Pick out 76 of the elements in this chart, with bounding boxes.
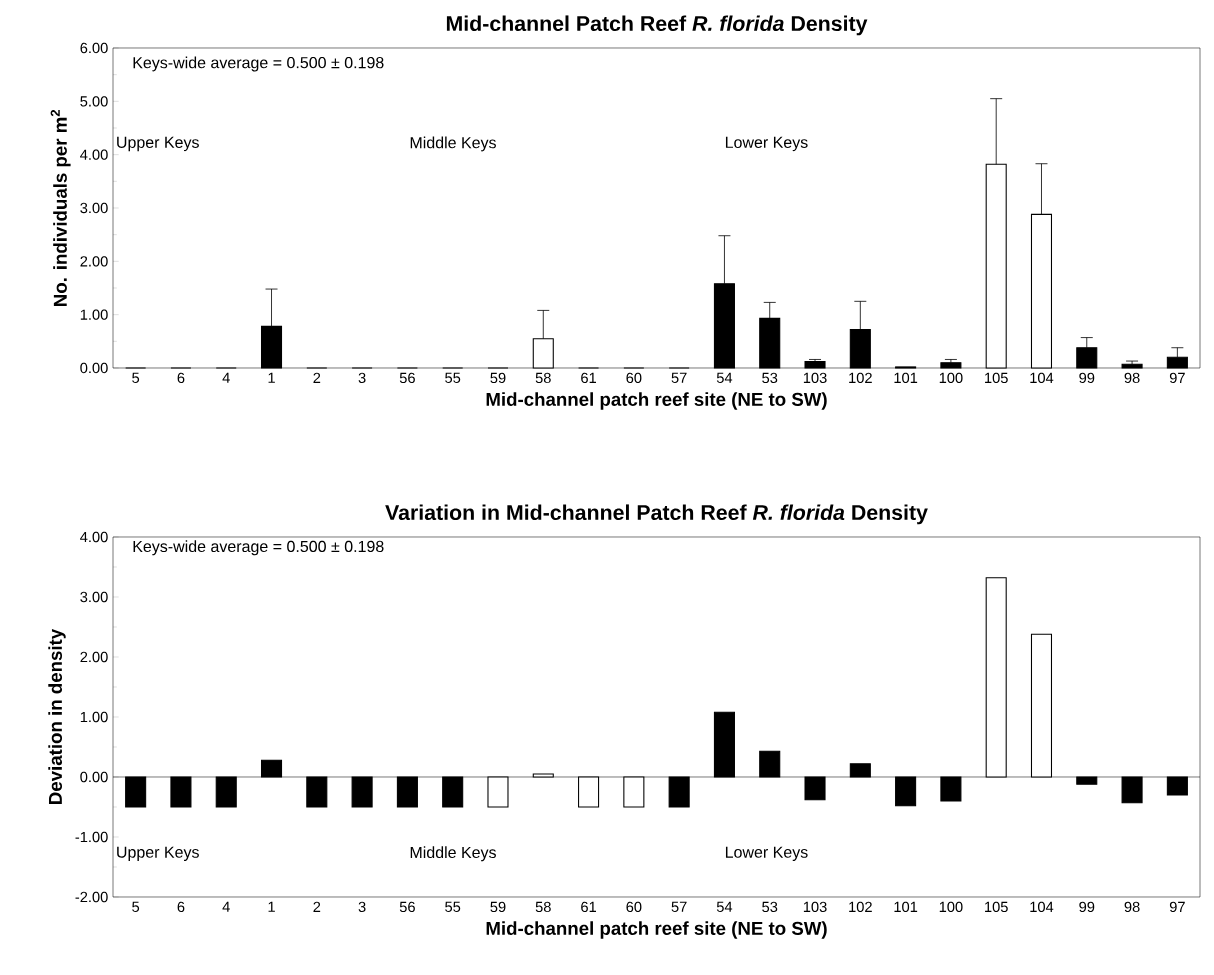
x-tick-label: 1: [268, 372, 275, 383]
annotation: Upper Keys: [117, 136, 199, 152]
y-tick-label: 5.00: [80, 96, 108, 107]
x-tick-label: 101: [894, 372, 918, 384]
y-tick-label: 4.00: [80, 149, 108, 160]
x-tick-label: 53: [762, 901, 778, 913]
x-tick-label: 58: [535, 901, 551, 913]
x-tick-label: 54: [716, 901, 733, 912]
x-tick-label: 5: [132, 372, 140, 383]
x-tick-label: 6: [177, 901, 185, 913]
x-tick-label: 99: [1079, 372, 1095, 384]
x-tick-label: 100: [939, 901, 963, 913]
x-tick-label: 102: [849, 901, 872, 913]
x-tick-label: 104: [1030, 372, 1054, 384]
x-tick-label: 97: [1169, 372, 1185, 384]
x-tick-label: 61: [581, 901, 597, 913]
annotation: Middle Keys: [410, 136, 496, 152]
x-axis-title: Mid-channel patch reef site (NE to SW): [486, 392, 827, 410]
chart-title: Variation in Mid-channel Patch Reef R. florida Density: [385, 504, 928, 525]
y-tick-label: 1.00: [80, 309, 108, 320]
y-tick-label: 0.00: [80, 362, 108, 374]
x-tick-label: 103: [803, 372, 827, 384]
x-tick-label: 105: [985, 372, 1008, 384]
x-tick-label: 104: [1030, 901, 1054, 913]
x-tick-label: 59: [490, 901, 506, 913]
x-tick-label: 102: [849, 372, 872, 384]
y-axis-title: Deviation in density: [48, 628, 66, 804]
x-tick-label: 99: [1079, 901, 1095, 913]
annotation: Lower Keys: [725, 136, 808, 152]
annotation: Upper Keys: [117, 846, 199, 861]
annotation: Keys-wide average = 0.500 ± 0.198: [133, 56, 384, 72]
x-axis-title: Mid-channel patch reef site (NE to SW): [486, 921, 827, 939]
x-tick-label: 3: [358, 901, 366, 913]
y-tick-label: 3.00: [80, 591, 108, 603]
y-tick-label: 2.00: [80, 651, 108, 663]
x-tick-label: 54: [716, 372, 733, 383]
x-tick-label: 57: [671, 372, 687, 383]
x-tick-label: 56: [399, 372, 415, 384]
chart-title: Mid-channel Patch Reef R. florida Density: [446, 15, 868, 36]
x-tick-label: 61: [581, 372, 597, 384]
x-tick-label: 2: [313, 372, 321, 383]
x-tick-label: 59: [490, 372, 506, 384]
x-tick-label: 60: [626, 372, 642, 384]
x-tick-label: 58: [535, 372, 551, 384]
y-tick-label: 4.00: [80, 531, 108, 543]
x-tick-label: 55: [445, 901, 461, 912]
x-tick-label: 56: [399, 901, 415, 913]
x-tick-label: 4: [222, 901, 230, 912]
y-tick-label: 6.00: [80, 42, 108, 54]
y-tick-label: 0.00: [80, 771, 108, 783]
x-tick-label: 98: [1124, 372, 1140, 384]
x-tick-label: 3: [358, 372, 366, 384]
y-axis-title: No. individuals per m$^{2}$: [50, 109, 71, 306]
x-tick-label: 5: [132, 901, 140, 912]
annotation: Lower Keys: [725, 846, 808, 861]
x-tick-label: 98: [1124, 901, 1140, 913]
annotation: Keys-wide average = 0.500 ± 0.198: [133, 540, 384, 556]
x-tick-label: 103: [803, 901, 827, 913]
y-tick-label: 1.00: [80, 711, 108, 723]
x-tick-label: 1: [268, 901, 275, 912]
x-tick-label: 97: [1169, 901, 1185, 913]
x-tick-label: 57: [671, 901, 687, 912]
x-tick-label: 53: [762, 372, 778, 384]
y-tick-label: 3.00: [80, 202, 108, 214]
x-tick-label: 55: [445, 372, 461, 383]
y-tick-label: 2.00: [80, 256, 108, 267]
x-tick-label: 2: [313, 901, 321, 912]
x-tick-label: 4: [222, 372, 230, 383]
x-tick-label: 100: [939, 372, 963, 384]
y-tick-label: -1.00: [75, 831, 108, 843]
x-tick-label: 6: [177, 372, 185, 384]
annotation: Middle Keys: [410, 846, 496, 862]
x-tick-label: 60: [626, 901, 642, 913]
x-tick-label: 105: [985, 901, 1008, 913]
x-tick-label: 101: [894, 901, 918, 913]
y-tick-label: -2.00: [75, 891, 108, 903]
